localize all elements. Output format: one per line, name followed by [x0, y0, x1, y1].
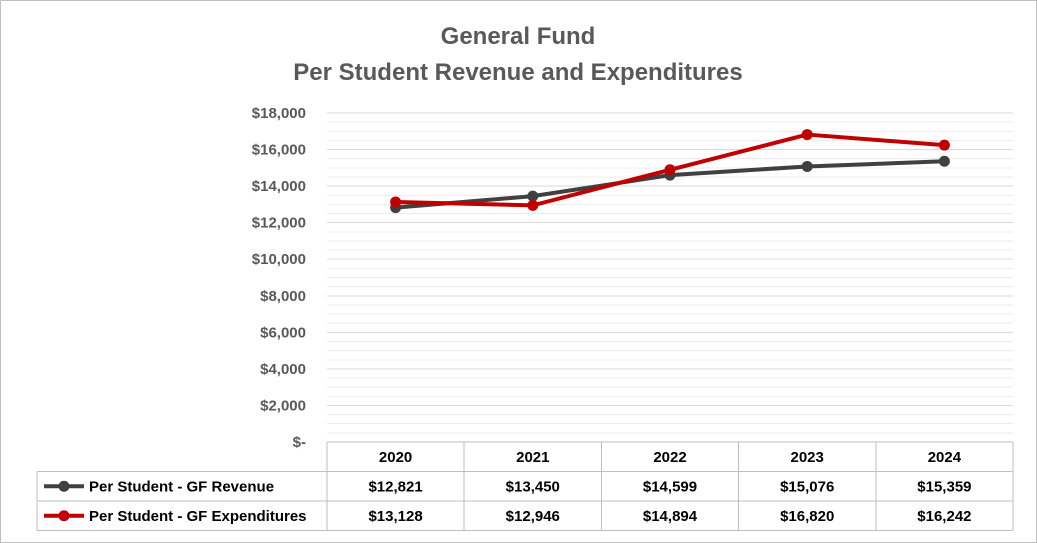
gridlines	[327, 112, 1013, 434]
y-tick-label: $12,000	[252, 215, 306, 232]
data-point	[801, 129, 813, 141]
series	[390, 129, 950, 211]
x-category-label: 2021	[516, 449, 549, 466]
data-label: $16,242	[917, 508, 971, 525]
series-lines	[390, 129, 950, 214]
y-tick-label: $14,000	[252, 178, 306, 195]
data-label: $14,599	[643, 478, 697, 495]
chart-title: General Fund	[441, 23, 596, 50]
y-axis-tick-labels: $- $2,000 $4,000 $6,000 $8,000 $10,000 $12,000…	[252, 105, 306, 451]
x-category-label: 2023	[791, 449, 824, 466]
y-tick-label: $4,000	[260, 361, 306, 378]
x-category-label: 2020	[379, 449, 412, 466]
data-label: $12,946	[506, 508, 560, 525]
y-tick-label: $8,000	[260, 288, 306, 305]
data-point	[527, 199, 539, 211]
data-label: $13,128	[368, 508, 422, 525]
y-tick-label: $16,000	[252, 142, 306, 159]
data-label: $16,820	[780, 508, 834, 525]
legend-key	[44, 480, 84, 492]
data-point	[390, 196, 402, 208]
x-category-label: 2022	[653, 449, 686, 466]
data-point	[938, 155, 950, 167]
data-point	[938, 139, 950, 151]
data-label: $14,894	[643, 508, 698, 525]
data-point	[527, 190, 539, 202]
y-tick-label: $10,000	[252, 251, 306, 268]
y-tick-label: $6,000	[260, 324, 306, 341]
y-tick-label: $2,000	[260, 397, 306, 414]
data-table: 2020 2021 2022 2023 2024 Per Student - GF Rev…	[36, 441, 1014, 531]
y-tick-label: $18,000	[252, 105, 306, 122]
data-point	[801, 160, 813, 172]
chart-subtitle: Per Student Revenue and Expenditures	[293, 59, 742, 86]
data-label: $12,821	[368, 478, 422, 495]
data-label: $15,359	[917, 478, 971, 495]
y-tick-label: $-	[293, 434, 306, 451]
data-label: $15,076	[780, 478, 834, 495]
series-name: Per Student - GF Revenue	[89, 478, 274, 495]
legend-key	[44, 510, 84, 522]
data-point	[664, 164, 676, 176]
series-name: Per Student - GF Expenditures	[89, 508, 307, 525]
x-category-label: 2024	[928, 449, 962, 466]
data-label: $13,450	[506, 478, 560, 495]
